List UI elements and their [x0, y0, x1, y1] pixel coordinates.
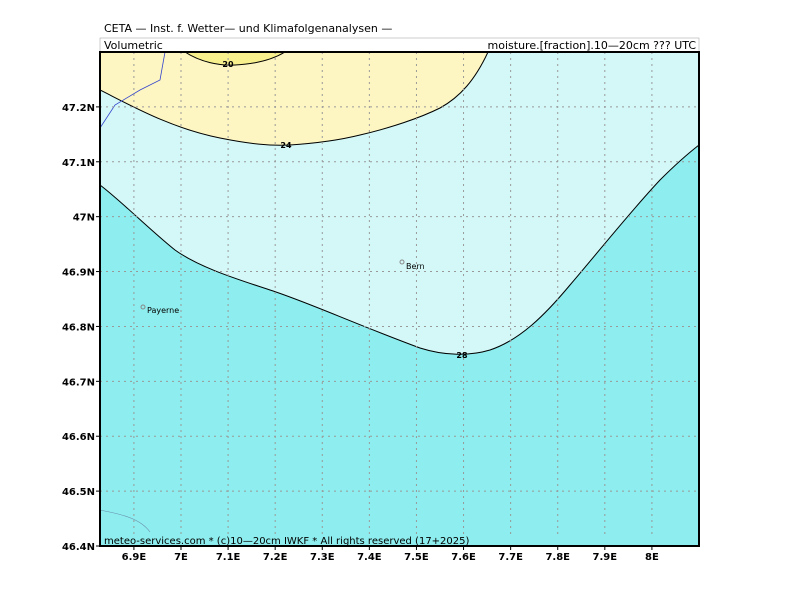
contour-line — [100, 144, 699, 355]
border — [100, 52, 166, 129]
x-tick-label: 8E — [645, 552, 659, 563]
contour-line — [184, 52, 286, 66]
contour-label: 24 — [280, 141, 292, 150]
x-tick-label: 7.6E — [451, 552, 476, 563]
contour-label: 28 — [456, 351, 468, 360]
city-marker — [140, 304, 146, 310]
x-tick-label: 7.2E — [263, 552, 288, 563]
header-title: CETA — Inst. f. Wetter— und Klimafolgena… — [104, 22, 392, 35]
x-tick-label: 7.3E — [310, 552, 335, 563]
y-tick-label: 46.4N — [62, 542, 95, 553]
header-left: Volumetric — [104, 39, 163, 52]
region-lowest — [185, 52, 285, 66]
border — [100, 509, 151, 533]
city-marker — [399, 259, 405, 265]
x-tick-label: 7.1E — [216, 552, 241, 563]
x-tick-label: 7E — [174, 552, 188, 563]
y-tick-label: 46.8N — [62, 322, 95, 333]
y-tick-label: 47.1N — [62, 158, 95, 169]
x-tick-label: 7.9E — [593, 552, 618, 563]
x-tick-label: 6.9E — [122, 552, 147, 563]
contour-label: 20 — [222, 60, 234, 69]
y-tick-label: 46.7N — [62, 377, 95, 388]
x-tick-label: 7.7E — [498, 552, 523, 563]
y-tick-label: 46.5N — [62, 487, 95, 498]
city-label: Payerne — [147, 306, 179, 315]
y-tick-label: 46.6N — [62, 432, 95, 443]
x-tick-label: 7.5E — [404, 552, 429, 563]
grid — [100, 52, 699, 547]
city-label: Bern — [406, 262, 425, 271]
contour-line — [100, 52, 489, 146]
footer: meteo-services.com * (c)10—20cm IWKF * A… — [104, 536, 470, 547]
contour-fill — [100, 52, 699, 546]
footer-box — [100, 534, 699, 546]
region-low — [100, 52, 488, 146]
y-tick-label: 47N — [73, 213, 95, 224]
y-tick-label: 47.2N — [62, 103, 95, 114]
x-tick-label: 7.4E — [357, 552, 382, 563]
x-tick-label: 7.8E — [545, 552, 570, 563]
header-right: moisture.[fraction].10—20cm ??? UTC — [488, 39, 697, 52]
y-tick-label: 46.9N — [62, 268, 95, 279]
frame — [99, 51, 700, 547]
